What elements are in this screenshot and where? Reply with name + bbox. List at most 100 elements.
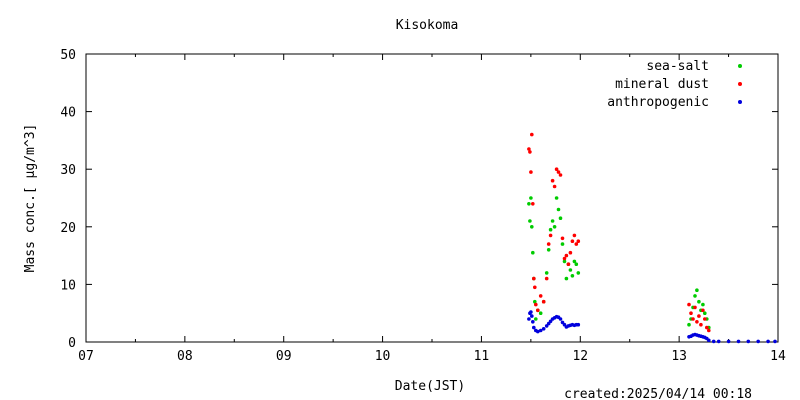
anthropogenic-point	[529, 310, 533, 314]
mineral-dust-point	[568, 250, 573, 255]
mineral-dust-point	[530, 132, 534, 137]
mineral-dust-point	[531, 202, 535, 206]
y-tick-label: 0	[68, 336, 76, 351]
legend: sea-salt mineral dust anthropogenic	[607, 59, 742, 110]
chart-title: Kisokoma	[396, 18, 459, 33]
mineral-dust-point	[695, 320, 699, 324]
mineral-dust-point	[570, 239, 575, 243]
anthropogenic-point	[756, 339, 760, 344]
legend-marker	[738, 64, 742, 68]
y-tick-label: 20	[60, 221, 76, 236]
x-tick-label: 07	[78, 349, 94, 364]
anthropogenic-point	[536, 329, 540, 334]
sea-salt-point	[554, 196, 559, 200]
mineral-dust-point	[562, 256, 567, 261]
mineral-dust-point	[534, 302, 538, 307]
anthropogenic-point	[538, 328, 543, 333]
sea-salt-point	[538, 311, 543, 316]
sea-salt-point	[530, 225, 534, 229]
mineral-dust-point	[536, 308, 540, 313]
mineral-dust-point	[693, 305, 697, 310]
y-tick-label: 30	[60, 163, 76, 178]
sea-salt-point	[568, 268, 573, 272]
mineral-dust-point	[705, 325, 709, 330]
sea-salt-point	[560, 242, 565, 246]
mineral-dust-point	[529, 170, 533, 174]
mineral-dust-point	[544, 276, 549, 281]
x-tick-label: 11	[474, 349, 490, 364]
sea-salt-point	[548, 227, 553, 232]
x-tick-label: 13	[671, 349, 687, 364]
sea-salt-point	[550, 219, 555, 223]
x-axis: 07 08 09 10 11 12 13 14	[78, 54, 786, 364]
mineral-dust-point	[574, 242, 579, 246]
mineral-dust-point	[572, 233, 577, 238]
mineral-dust-point	[532, 276, 536, 281]
sea-salt-point	[552, 225, 557, 229]
x-tick-label: 08	[177, 349, 193, 364]
anthropogenic-point	[766, 339, 770, 344]
mineral-dust-point	[701, 308, 705, 313]
anthropogenic-point	[773, 339, 777, 344]
sea-salt-point	[693, 294, 697, 298]
x-tick-label: 10	[375, 349, 391, 364]
anthropogenic-point	[541, 327, 546, 331]
mineral-dust-point	[687, 302, 691, 307]
anthropogenic-point	[711, 339, 716, 344]
sea-salt-point	[576, 271, 581, 275]
sea-salt-point	[703, 311, 707, 316]
anthropogenic-point	[716, 339, 721, 344]
mineral-dust-point	[576, 239, 581, 243]
data-points	[527, 132, 777, 344]
sea-salt-point	[570, 274, 575, 278]
mineral-dust-point	[566, 262, 571, 267]
sea-salt-point	[556, 207, 561, 212]
y-axis-label: Mass conc.[ μg/m^3]	[23, 124, 38, 273]
mineral-dust-point	[541, 299, 546, 304]
mineral-dust-point	[699, 322, 703, 327]
anthropogenic-point	[726, 339, 731, 344]
mineral-dust-point	[533, 285, 537, 290]
mineral-dust-point	[550, 178, 555, 183]
mineral-dust-point	[703, 317, 707, 321]
sea-salt-point	[546, 248, 551, 252]
sea-salt-point	[697, 299, 701, 304]
sea-salt-point	[529, 196, 533, 200]
anthropogenic-point	[532, 325, 536, 330]
x-tick-label: 14	[770, 349, 786, 364]
sea-salt-point	[695, 288, 699, 293]
mineral-dust-point	[528, 150, 532, 154]
mineral-dust-point	[707, 328, 711, 333]
x-tick-label: 12	[572, 349, 588, 364]
sea-salt-point	[574, 262, 579, 267]
y-tick-label: 40	[60, 106, 76, 121]
anthropogenic-point	[530, 314, 534, 318]
legend-marker	[738, 82, 742, 86]
x-tick-label: 09	[276, 349, 292, 364]
mineral-dust-point	[697, 314, 701, 318]
mineral-dust-point	[560, 236, 565, 241]
sea-salt-point	[534, 317, 538, 321]
mineral-dust-point	[558, 173, 563, 177]
sea-salt-point	[564, 276, 569, 281]
legend-marker	[738, 100, 742, 104]
x-axis-label: Date(JST)	[395, 379, 465, 394]
sea-salt-point	[528, 219, 532, 223]
sea-salt-point	[558, 216, 563, 220]
mineral-dust-point	[548, 233, 553, 238]
mineral-dust-point	[546, 242, 551, 246]
sea-salt-point	[562, 259, 567, 264]
y-tick-label: 10	[60, 278, 76, 293]
created-timestamp: created:2025/04/14 00:18	[564, 387, 752, 400]
sea-salt-point	[531, 250, 535, 255]
sea-salt-point	[701, 302, 705, 307]
mineral-dust-point	[689, 311, 693, 316]
sea-salt-point	[533, 299, 537, 304]
anthropogenic-point	[736, 339, 741, 344]
sea-salt-point	[572, 259, 577, 264]
y-tick-label: 50	[60, 48, 76, 63]
anthropogenic-point	[558, 317, 563, 321]
anthropogenic-point	[576, 322, 581, 327]
legend-label: mineral dust	[615, 77, 709, 92]
